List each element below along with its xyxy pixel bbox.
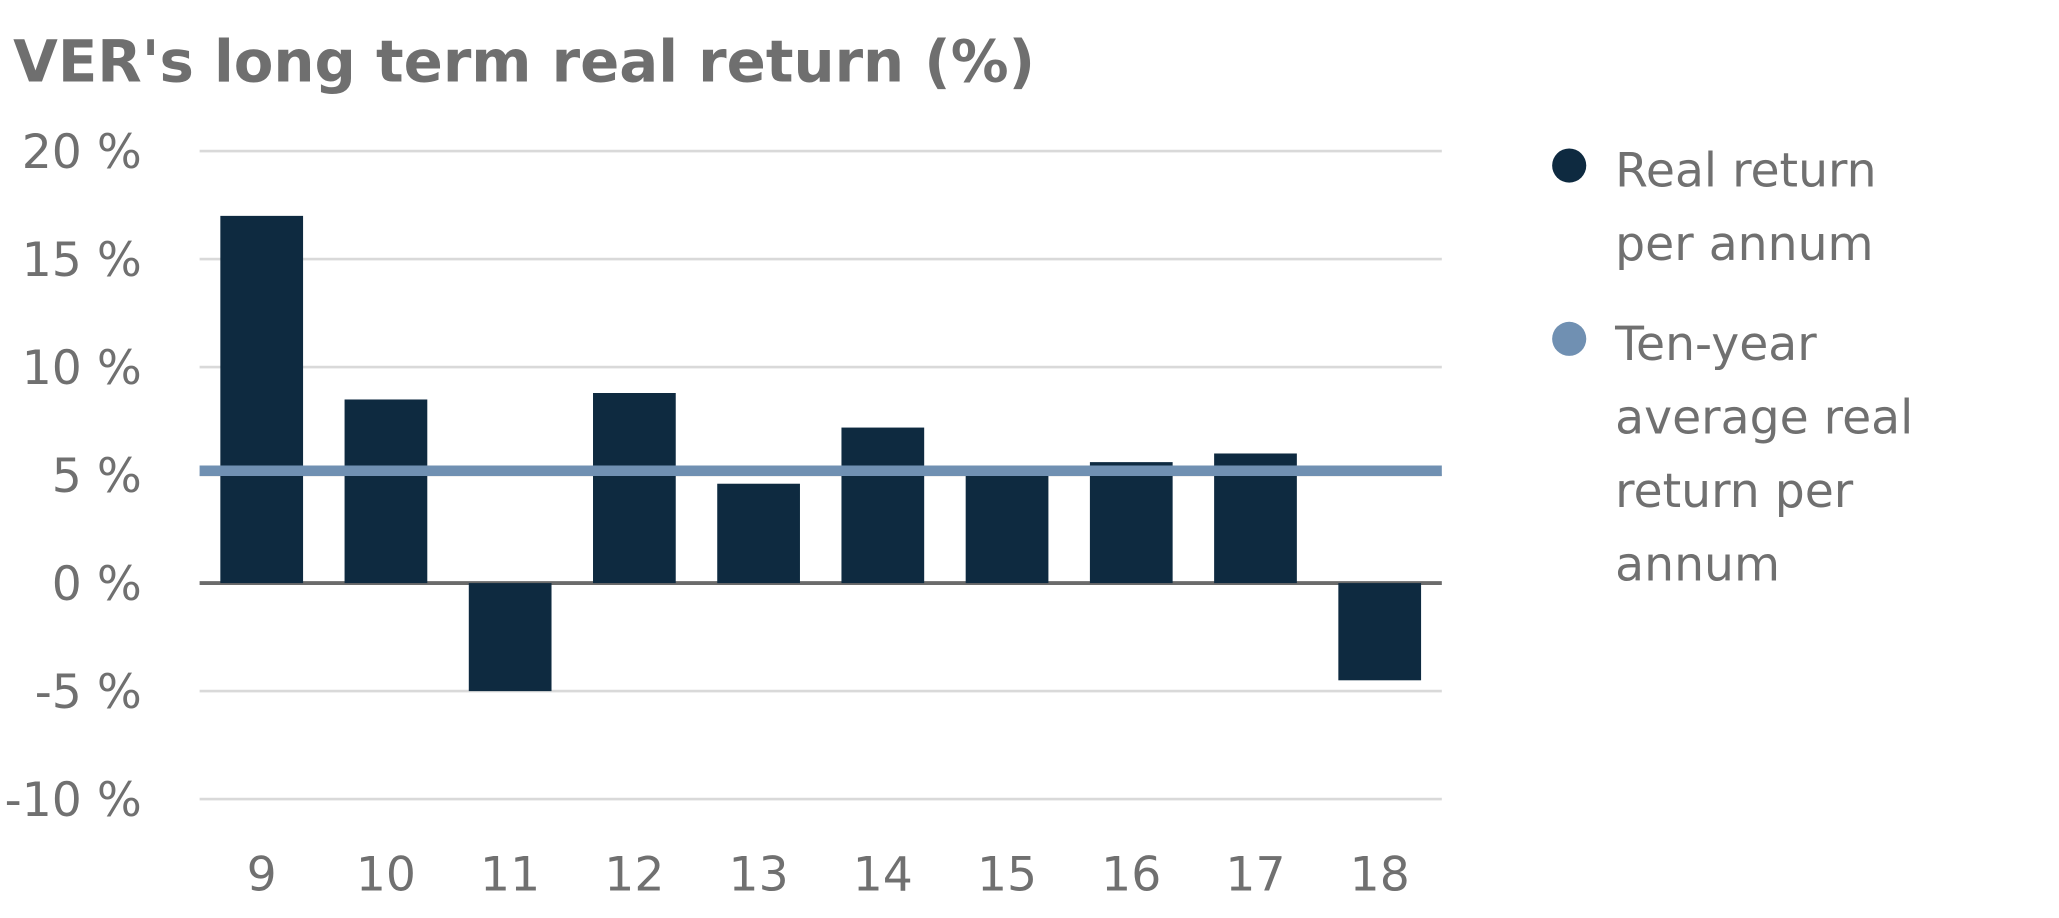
- x-tick-label: 13: [729, 847, 789, 902]
- y-tick-label: 20 %: [22, 125, 142, 180]
- x-tick-label: 11: [480, 847, 540, 902]
- x-tick-label: 12: [604, 847, 664, 902]
- chart-title: VER's long term real return (%): [13, 27, 1035, 95]
- x-tick-label: 9: [247, 847, 277, 902]
- bar: [965, 475, 1049, 584]
- legend-label: annum: [1615, 537, 1780, 592]
- y-tick-label: 10 %: [22, 341, 142, 396]
- legend-label: per annum: [1615, 217, 1873, 272]
- x-tick-label: 17: [1225, 847, 1285, 902]
- bar: [717, 483, 800, 584]
- bar: [841, 427, 925, 584]
- y-tick-label: 5 %: [52, 449, 142, 504]
- legend-label: Real return: [1615, 144, 1876, 199]
- bar: [344, 399, 428, 584]
- y-tick-label: 15 %: [22, 233, 142, 288]
- y-tick-label: -5 %: [35, 665, 142, 720]
- legend-marker-1: [1552, 148, 1587, 183]
- legend-label: Ten-year: [1614, 317, 1817, 372]
- y-tick-label: -10 %: [5, 773, 142, 828]
- x-tick-label: 14: [853, 847, 913, 902]
- bar: [1089, 462, 1173, 584]
- legend-label: average real: [1615, 390, 1913, 445]
- x-tick-label: 16: [1101, 847, 1161, 902]
- legend-label: return per: [1615, 464, 1854, 519]
- bar: [1338, 583, 1422, 681]
- y-tick-label: 0 %: [52, 557, 142, 612]
- x-tick-label: 18: [1350, 847, 1410, 902]
- legend-marker-2: [1552, 321, 1587, 356]
- bar: [468, 583, 552, 692]
- bar: [220, 215, 304, 584]
- bar: [593, 393, 676, 584]
- x-tick-label: 15: [977, 847, 1037, 902]
- x-tick-label: 10: [356, 847, 416, 902]
